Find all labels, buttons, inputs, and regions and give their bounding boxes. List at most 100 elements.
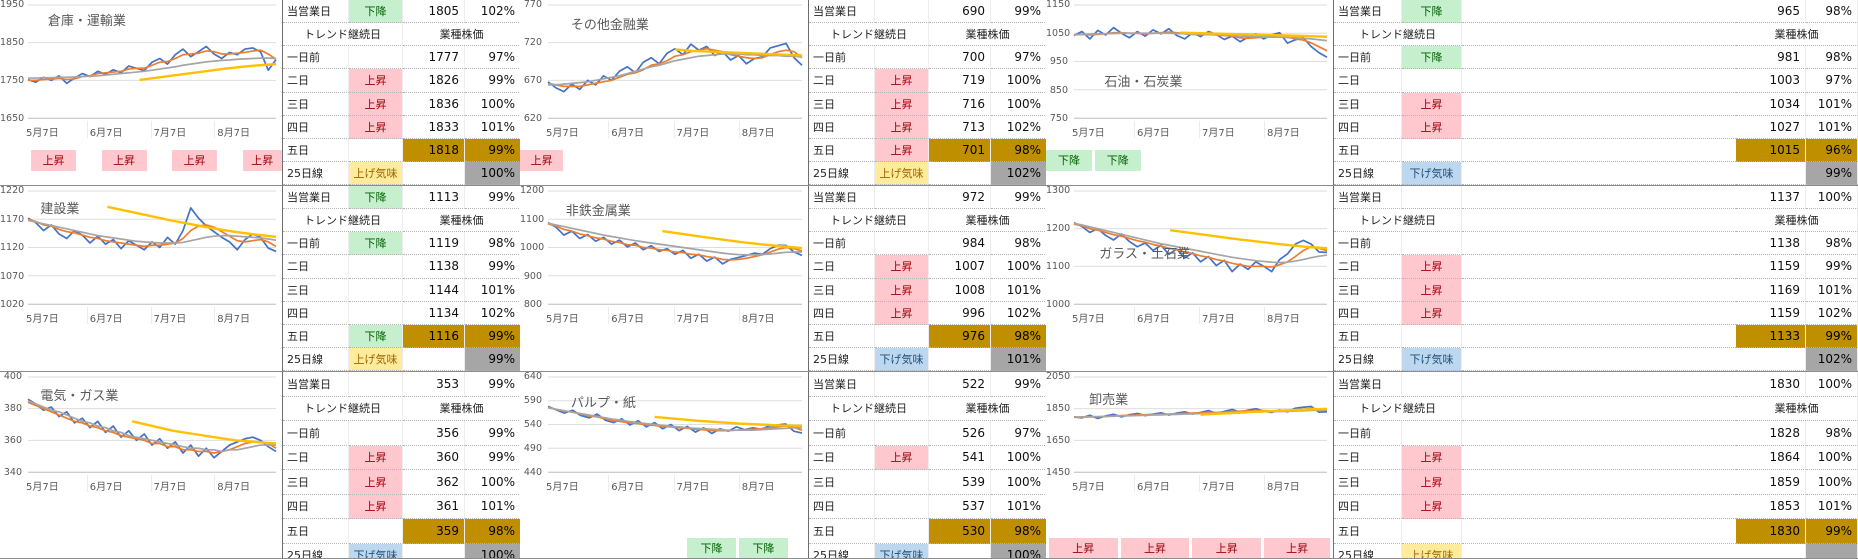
day-row-pct[interactable]: 99% [465,421,520,446]
day-row-value[interactable]: 1159 [1736,255,1806,279]
day-row-label[interactable]: 五日 [283,324,349,348]
day-row-value[interactable]: 1003 [1736,69,1806,93]
day-row-label[interactable]: 一日前 [283,421,349,446]
ma25-label[interactable]: 25日線 [809,161,875,185]
day-row-value[interactable]: 1859 [1736,470,1806,495]
day-row-label[interactable]: 四日 [809,301,875,325]
day-row-label[interactable]: 五日 [809,138,875,162]
current-day-value[interactable]: 1805 [403,0,465,24]
day-row-trend[interactable]: 下降 [349,324,403,348]
trend-annotation[interactable]: 上昇 [101,150,147,171]
day-row-label[interactable]: 三日 [283,470,349,495]
day-row-label[interactable]: 一日前 [809,46,875,70]
day-row-trend[interactable]: 上昇 [349,470,403,495]
day-row-value[interactable]: 539 [929,470,991,495]
current-day-value[interactable]: 1830 [1736,372,1806,397]
day-row-pct[interactable]: 99% [465,255,520,279]
day-row-value[interactable]: 360 [403,445,465,470]
day-row-trend[interactable]: 上昇 [875,115,929,139]
day-row-pct[interactable]: 99% [1806,255,1858,279]
day-row-label[interactable]: 一日前 [1334,421,1402,446]
day-row-trend[interactable]: 下降 [349,232,403,256]
sector-price-header[interactable]: 業種株価 [403,209,520,233]
day-row-label[interactable]: 二日 [809,69,875,93]
day-row-value[interactable]: 1833 [403,115,465,139]
day-row-pct[interactable]: 101% [465,495,520,519]
current-day-label[interactable]: 当営業日 [283,0,349,24]
ma25-pct[interactable]: 101% [991,347,1046,371]
day-row-label[interactable]: 二日 [283,69,349,93]
day-row-pct[interactable]: 101% [991,495,1046,519]
current-day-trend[interactable]: 下降 [1402,0,1462,24]
day-row-pct[interactable]: 101% [1806,92,1858,116]
day-row-pct[interactable]: 96% [1806,138,1858,162]
day-row-value[interactable]: 1159 [1736,301,1806,325]
day-row-label[interactable]: 二日 [1334,255,1402,279]
current-day-label[interactable]: 当営業日 [1334,0,1402,24]
day-row-pct[interactable]: 98% [1806,46,1858,70]
current-day-trend[interactable] [1402,186,1462,210]
day-row-pct[interactable]: 100% [465,93,520,116]
ma25-pct[interactable]: 100% [465,161,520,185]
day-row-pct[interactable]: 97% [1806,69,1858,93]
day-row-pct[interactable]: 100% [465,470,520,495]
day-row-value[interactable]: 719 [929,69,991,93]
trend-annotation[interactable]: 上昇 [1120,538,1190,558]
trend-annotation[interactable]: 上昇 [172,150,218,171]
trend-annotation[interactable]: 上昇 [31,150,77,171]
day-row-trend[interactable] [349,278,403,302]
current-day-pct[interactable]: 100% [1806,372,1858,397]
trend-annotation[interactable]: 上昇 [242,150,282,171]
day-row-pct[interactable]: 102% [465,302,520,325]
ma25-value[interactable] [403,347,465,371]
trend-days-header[interactable]: トレンド継続日 [283,396,403,421]
current-day-label[interactable]: 当営業日 [809,186,875,210]
day-row-value[interactable]: 362 [403,470,465,495]
trend-annotation[interactable]: 上昇 [1192,538,1262,558]
day-row-label[interactable]: 五日 [809,519,875,544]
day-row-trend[interactable] [1402,421,1462,446]
day-row-label[interactable]: 一日前 [809,421,875,446]
ma25-label[interactable]: 25日線 [809,347,875,371]
day-row-label[interactable]: 五日 [1334,138,1402,162]
day-row-value[interactable]: 359 [403,519,465,544]
day-row-trend[interactable]: 上昇 [349,494,403,519]
sector-chart[interactable]: 640 590 540 490 440 パルプ・紙 5月7日 6月7日 7月7日 8月7日 下降 下降 [520,372,808,558]
day-row-trend[interactable]: 上昇 [875,445,929,470]
current-day-trend[interactable] [875,186,929,210]
ma25-label[interactable]: 25日線 [809,543,875,558]
day-row-pct[interactable]: 97% [991,46,1046,70]
current-day-value[interactable]: 353 [403,372,465,397]
day-row-trend[interactable]: 下降 [1402,46,1462,70]
ma25-pct[interactable]: 102% [1806,347,1858,371]
trend-days-header[interactable]: トレンド継続日 [283,23,403,47]
sector-chart[interactable]: 1950 1850 1750 1650 倉庫・運輸業 5月7日 6月7日 7月7日 8月7日 上昇… [0,0,282,185]
day-row-value[interactable]: 1836 [403,92,465,116]
trend-days-header[interactable]: トレンド継続日 [809,396,929,421]
day-row-label[interactable]: 二日 [1334,69,1402,93]
day-row-value[interactable]: 996 [929,301,991,325]
ma25-pct[interactable]: 102% [991,161,1046,185]
sector-price-header[interactable]: 業種株価 [929,209,1046,233]
current-day-label[interactable]: 当営業日 [809,0,875,24]
day-row-trend[interactable]: 上昇 [1402,92,1462,116]
day-row-value[interactable]: 356 [403,421,465,446]
ma25-label[interactable]: 25日線 [283,543,349,558]
day-row-trend[interactable] [875,421,929,446]
day-row-trend[interactable]: 上昇 [1402,115,1462,139]
day-row-trend[interactable] [349,138,403,162]
current-day-value[interactable]: 1113 [403,186,465,210]
day-row-label[interactable]: 三日 [1334,92,1402,116]
ma25-trend[interactable]: 下げ気味 [1402,347,1462,371]
day-row-value[interactable]: 981 [1736,46,1806,70]
day-row-label[interactable]: 五日 [283,138,349,162]
sector-price-header[interactable]: 業種株価 [929,397,1046,421]
day-row-pct[interactable]: 98% [991,324,1046,348]
current-day-pct[interactable]: 99% [991,372,1046,397]
day-row-label[interactable]: 四日 [809,115,875,139]
day-row-value[interactable]: 1830 [1736,519,1806,544]
ma25-value[interactable] [403,161,465,185]
day-row-value[interactable]: 1853 [1736,494,1806,519]
day-row-trend[interactable] [349,46,403,70]
ma25-value[interactable] [403,543,465,558]
